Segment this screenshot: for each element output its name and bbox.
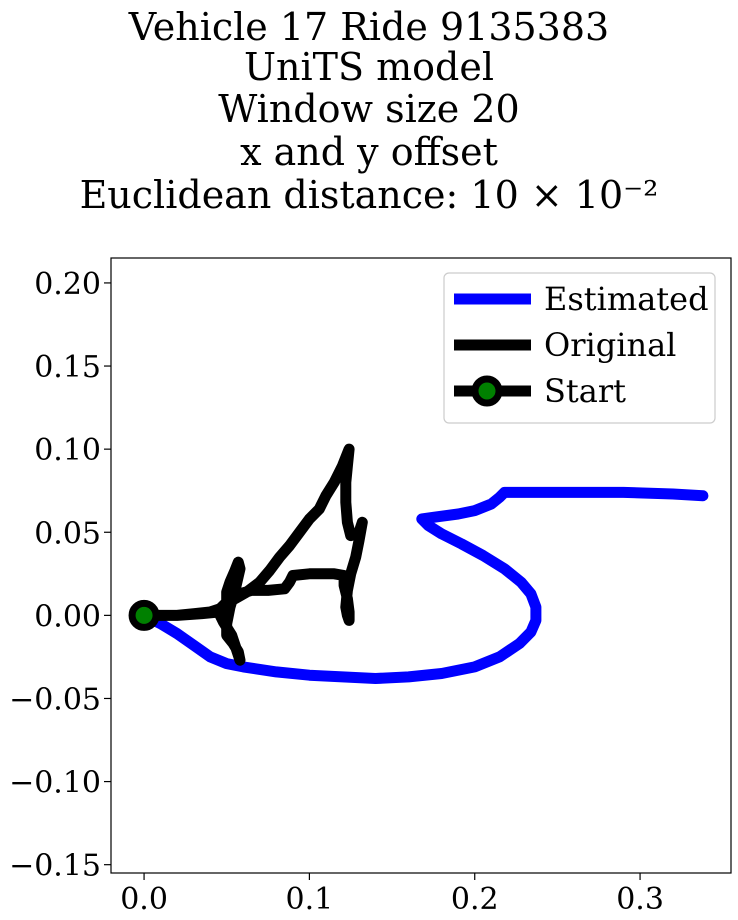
legend-label-original: Original (544, 326, 676, 364)
chart-title-line-3: Window size 20 (218, 87, 520, 131)
axes-frame (110, 257, 732, 874)
x-tick-label: 0.2 (451, 882, 499, 917)
y-tick-label: −0.05 (9, 682, 101, 717)
y-tick-label: 0.10 (34, 433, 101, 468)
chart-title-line-5: Euclidean distance: 10 × 10⁻² (79, 173, 659, 217)
series-line-estimated (138, 486, 709, 684)
y-tick-label: −0.15 (9, 849, 101, 884)
legend-label-start: Start (544, 372, 626, 410)
series-layer (128, 443, 709, 684)
legend-label-estimated: Estimated (544, 280, 709, 318)
y-tick-label: 0.20 (34, 267, 101, 302)
y-tick-label: 0.00 (34, 599, 101, 634)
chart-title-line-4: x and y offset (240, 130, 498, 174)
series-line-original (138, 443, 368, 666)
legend: Estimated Original Start (443, 272, 716, 424)
y-tick-label: −0.10 (9, 766, 101, 801)
y-tick-label: 0.05 (34, 516, 101, 551)
chart-title-line-2: UniTS model (244, 45, 494, 89)
y-tick-label: 0.15 (34, 350, 101, 385)
legend-marker-start (471, 375, 503, 407)
x-tick-label: 0.0 (120, 882, 168, 917)
x-tick-label: 0.3 (616, 882, 664, 917)
x-tick-label: 0.1 (286, 882, 334, 917)
chart-title-line-1: Vehicle 17 Ride 9135383 (128, 5, 610, 49)
ticks-layer: 0.0 0.1 0.2 0.3 0.20 0.15 0.10 0.05 0.00 −0.05 −0.… (9, 267, 664, 917)
start-marker (128, 599, 160, 631)
